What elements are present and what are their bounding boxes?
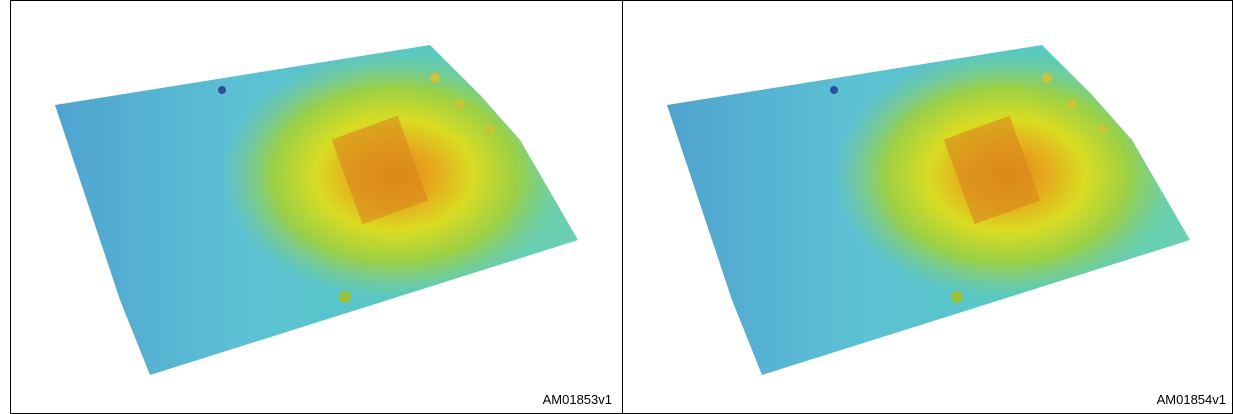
panel-label: AM01854v1	[1157, 392, 1226, 407]
surface-image	[667, 45, 1190, 375]
figure: AM01853v1 AM01854v1	[0, 0, 1233, 414]
surface-image	[55, 45, 578, 375]
panel-label: AM01853v1	[543, 392, 612, 407]
